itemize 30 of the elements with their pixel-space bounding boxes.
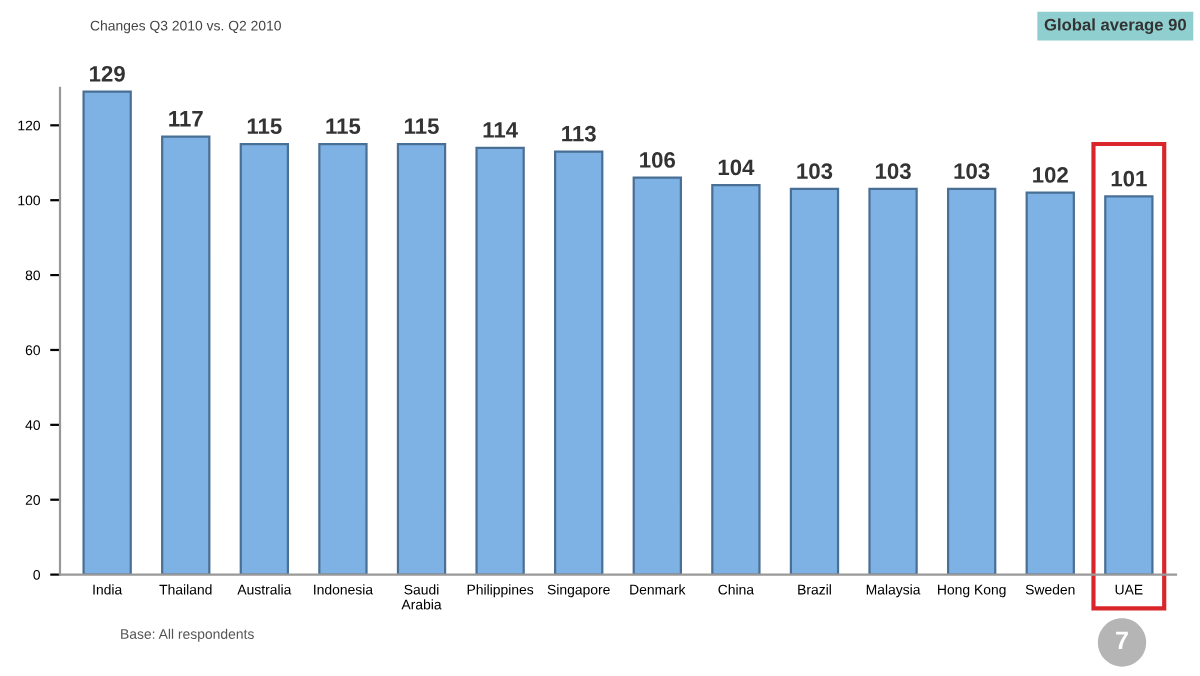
bar bbox=[1025, 191, 1075, 575]
data-label: 117 bbox=[169, 111, 203, 127]
data-label: 113 bbox=[562, 125, 596, 142]
bar bbox=[632, 176, 682, 575]
bar bbox=[1104, 195, 1154, 575]
bar bbox=[161, 135, 211, 575]
data-label: 129 bbox=[90, 65, 125, 82]
bar bbox=[711, 184, 761, 575]
bar bbox=[318, 142, 368, 575]
text: Global average 90 bbox=[1044, 18, 1186, 34]
data-label: 102 bbox=[1033, 167, 1068, 183]
data-label: 103 bbox=[875, 163, 911, 180]
data-label: 115 bbox=[326, 118, 361, 135]
bar bbox=[82, 90, 132, 575]
bar bbox=[554, 150, 604, 575]
bar bbox=[396, 142, 447, 575]
data-label: 106 bbox=[640, 152, 676, 168]
data-label: 104 bbox=[718, 159, 755, 176]
data-label: 115 bbox=[247, 118, 282, 135]
data-label: 103 bbox=[797, 163, 833, 180]
data-label: 101 bbox=[1111, 170, 1147, 187]
bar bbox=[789, 187, 840, 575]
bar bbox=[868, 187, 918, 575]
text: 7 bbox=[1116, 631, 1128, 649]
data-label: 103 bbox=[954, 163, 990, 180]
data-label: 115 bbox=[405, 118, 439, 135]
data-label: 114 bbox=[483, 122, 518, 138]
bar bbox=[946, 187, 997, 575]
bar bbox=[239, 142, 290, 575]
bar bbox=[475, 146, 525, 575]
